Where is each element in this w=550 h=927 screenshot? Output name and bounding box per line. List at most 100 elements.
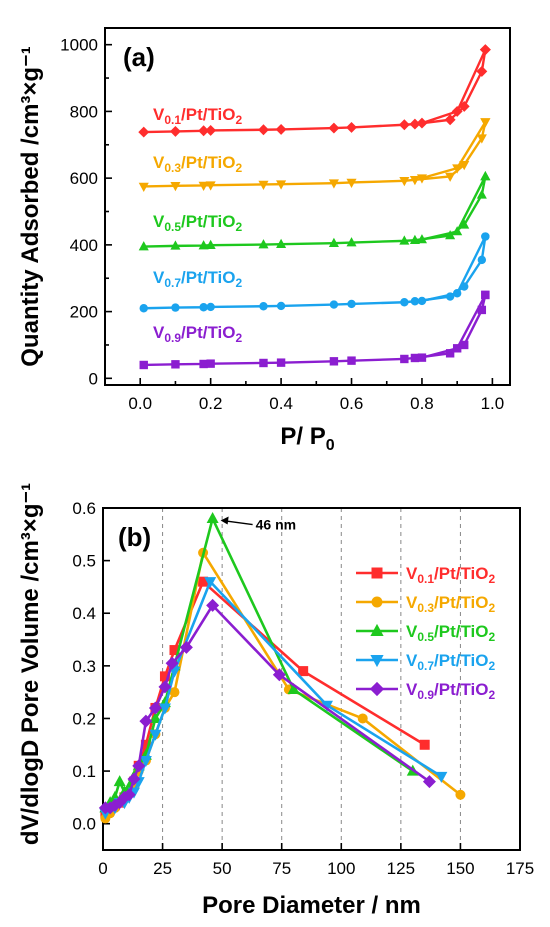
data-point <box>445 292 455 301</box>
data-point <box>445 349 455 358</box>
x-tick-label: 25 <box>153 859 172 878</box>
desorption-line <box>421 121 487 180</box>
series-label: V0.9/Pt/TiO2 <box>153 323 243 345</box>
x-tick-label: 150 <box>446 859 474 878</box>
y-tick-label: 200 <box>70 303 98 322</box>
data-point <box>416 117 428 129</box>
x-tick-label: 0.4 <box>269 394 293 413</box>
data-point <box>206 359 215 368</box>
data-point <box>113 775 126 787</box>
y-tick-label: 400 <box>70 236 98 255</box>
y-tick-label: 0.3 <box>72 657 96 676</box>
x-tick-label: 0.8 <box>410 394 434 413</box>
data-point <box>452 344 462 353</box>
legend-label: V0.3/Pt/TiO2 <box>406 593 496 615</box>
data-point <box>320 700 333 712</box>
data-point <box>479 44 491 56</box>
legend-marker <box>370 655 384 668</box>
data-point <box>205 239 216 249</box>
data-point <box>452 164 463 174</box>
data-point <box>481 290 490 300</box>
data-point <box>346 121 357 133</box>
y-tick-label: 1000 <box>60 36 98 55</box>
legend-label: V0.9/Pt/TiO2 <box>406 680 496 702</box>
data-point <box>198 181 209 191</box>
data-point <box>259 358 268 368</box>
data-point <box>460 340 469 350</box>
data-point <box>258 239 269 249</box>
x-tick-label: 50 <box>213 859 232 878</box>
y-tick-label: 0.2 <box>72 709 96 728</box>
data-point <box>410 353 420 363</box>
y-tick-label: 0.0 <box>72 815 96 834</box>
series-0.7: V0.7/Pt/TiO2 <box>139 232 490 313</box>
data-point <box>170 240 181 250</box>
y-tick-label: 800 <box>70 102 98 121</box>
data-point <box>357 713 368 724</box>
data-point <box>444 114 456 126</box>
legend-entry: V0.9/Pt/TiO2 <box>356 680 496 702</box>
data-point <box>451 105 463 117</box>
panel-label: (a) <box>123 42 155 72</box>
data-point <box>416 174 427 184</box>
data-point <box>138 182 149 192</box>
data-point <box>409 234 420 244</box>
data-point <box>328 122 340 134</box>
data-point <box>481 232 490 241</box>
series-label: V0.5/Pt/TiO2 <box>153 212 243 234</box>
x-tick-label: 1.0 <box>481 394 505 413</box>
desorption-line <box>421 175 487 241</box>
data-point <box>452 289 462 298</box>
data-point <box>170 182 181 192</box>
y-axis-title: dV/dlogD Pore Volume /cm³×g⁻¹ <box>17 483 44 845</box>
data-point <box>422 775 436 789</box>
data-point <box>459 219 470 229</box>
data-point <box>259 302 268 311</box>
data-point <box>409 176 420 186</box>
data-point <box>139 756 152 768</box>
data-point <box>198 125 210 137</box>
series-0.1 <box>100 576 430 819</box>
data-point <box>165 656 179 670</box>
data-point <box>417 296 427 306</box>
data-point <box>328 237 339 247</box>
series-0.9: V0.9/Pt/TiO2 <box>139 290 490 370</box>
series-label: V0.3/Pt/TiO2 <box>153 153 243 175</box>
y-tick-label: 0.5 <box>72 552 96 571</box>
data-point <box>445 172 456 182</box>
series-0.3: V0.3/Pt/TiO2 <box>138 118 491 192</box>
data-point <box>417 353 427 362</box>
data-point <box>410 297 420 306</box>
data-point <box>452 226 463 236</box>
data-point <box>476 65 488 77</box>
series-label: V0.7/Pt/TiO2 <box>153 268 243 290</box>
data-point <box>275 123 287 135</box>
panel-a: 0.0 0.2 0.4 0.6 0.8 1.0 0 200 400 600 800 1000 P/ P0… <box>17 27 511 454</box>
data-point <box>205 181 216 191</box>
x-tick-label: 0.2 <box>199 394 223 413</box>
data-point <box>419 739 430 750</box>
data-point <box>158 680 172 694</box>
series-line <box>104 580 443 815</box>
data-point <box>139 304 148 313</box>
plot-frame <box>104 27 511 386</box>
data-point <box>171 360 180 369</box>
data-point <box>328 179 339 189</box>
series-0.5 <box>99 512 419 813</box>
data-point <box>171 303 180 312</box>
y-axis-title: Quantity Adsorbed /cm³×g⁻¹ <box>17 46 44 366</box>
data-point <box>138 126 150 138</box>
data-point <box>149 729 162 741</box>
legend-marker <box>371 596 383 608</box>
data-point <box>169 125 181 137</box>
data-point <box>445 230 456 240</box>
series-line <box>104 517 414 809</box>
data-point <box>398 119 410 131</box>
data-point <box>148 701 162 715</box>
data-point <box>399 177 410 187</box>
data-point <box>159 671 170 682</box>
data-point <box>272 668 286 682</box>
data-point <box>169 645 180 656</box>
data-point <box>347 299 356 309</box>
